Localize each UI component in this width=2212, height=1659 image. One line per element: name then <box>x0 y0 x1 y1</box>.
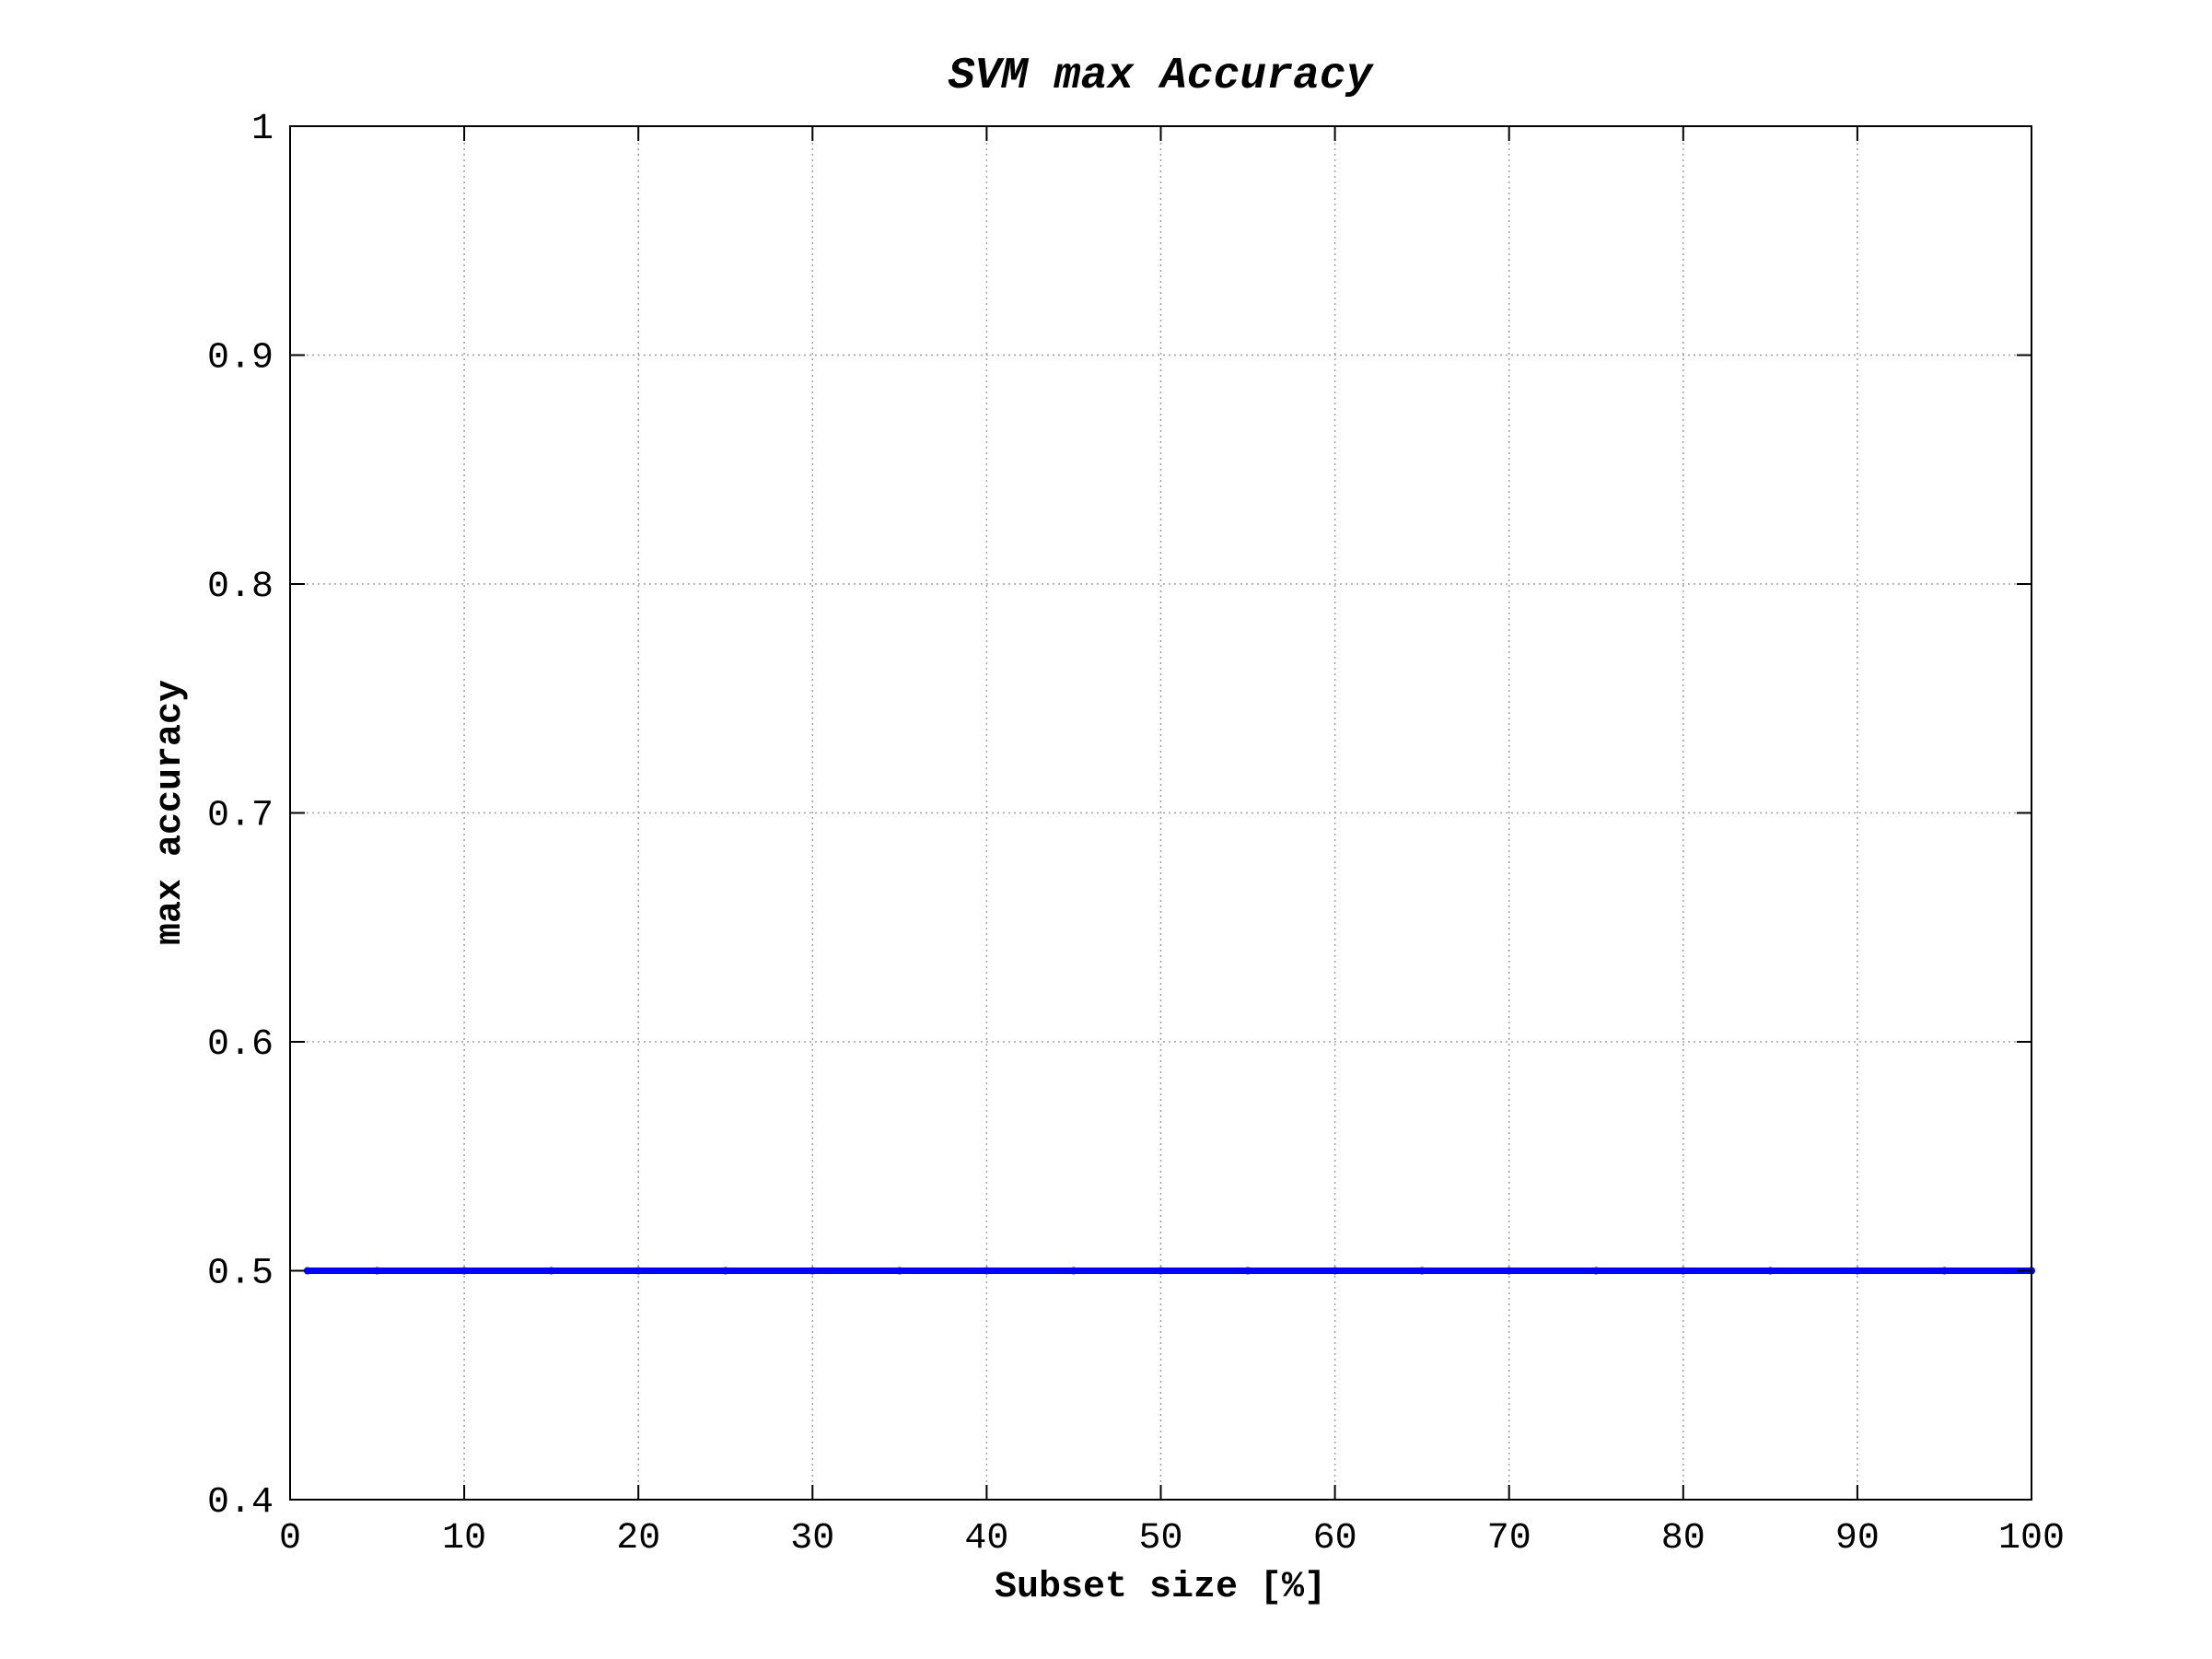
data-point <box>1505 1267 1513 1275</box>
x-tick-label: 40 <box>964 1518 1008 1560</box>
data-point <box>1418 1267 1426 1275</box>
x-tick-label: 50 <box>1138 1518 1182 1560</box>
y-tick-label: 0.4 <box>207 1482 274 1524</box>
data-point <box>460 1267 469 1275</box>
y-axis-title: max accuracy <box>150 680 192 945</box>
y-tick-label: 0.8 <box>207 567 274 608</box>
series-layer <box>303 1267 2035 1275</box>
data-point <box>634 1267 643 1275</box>
x-tick-label: 90 <box>1835 1518 1880 1560</box>
x-tick-label: 60 <box>1313 1518 1357 1560</box>
data-point <box>1157 1267 1165 1275</box>
data-point <box>547 1267 555 1275</box>
data-point <box>1679 1267 1687 1275</box>
data-point <box>895 1267 903 1275</box>
y-tick-label: 1 <box>251 109 274 150</box>
y-tick-label: 0.6 <box>207 1024 274 1066</box>
data-point <box>1331 1267 1339 1275</box>
data-point <box>983 1267 991 1275</box>
data-point <box>303 1267 311 1275</box>
x-axis-title: Subset size [%] <box>995 1567 1326 1608</box>
ticks <box>289 125 2032 1501</box>
data-point <box>1853 1267 1861 1275</box>
data-point <box>1592 1267 1601 1275</box>
data-point <box>1069 1267 1077 1275</box>
x-tick-label: 20 <box>616 1518 660 1560</box>
data-point <box>1766 1267 1775 1275</box>
x-tick-label: 80 <box>1661 1518 1706 1560</box>
data-point <box>809 1267 817 1275</box>
x-tick-label: 30 <box>790 1518 834 1560</box>
chart-title: SVM max Accuracy <box>949 52 1375 101</box>
y-tick-label: 0.7 <box>207 796 274 837</box>
x-tick-label: 70 <box>1487 1518 1531 1560</box>
tick-labels: 0 10 20 30 40 50 60 70 80 90 100 0.4 0.5 0.6 0.7 0.8 0.9… <box>207 109 2065 1560</box>
x-tick-label: 100 <box>1998 1518 2065 1560</box>
data-point <box>373 1267 381 1275</box>
y-tick-label: 0.9 <box>207 338 274 380</box>
data-point <box>1940 1267 1949 1275</box>
y-tick-label: 0.5 <box>207 1254 274 1295</box>
data-point <box>1244 1267 1252 1275</box>
x-tick-label: 10 <box>442 1518 486 1560</box>
data-point <box>721 1267 729 1275</box>
x-tick-label: 0 <box>279 1518 301 1560</box>
